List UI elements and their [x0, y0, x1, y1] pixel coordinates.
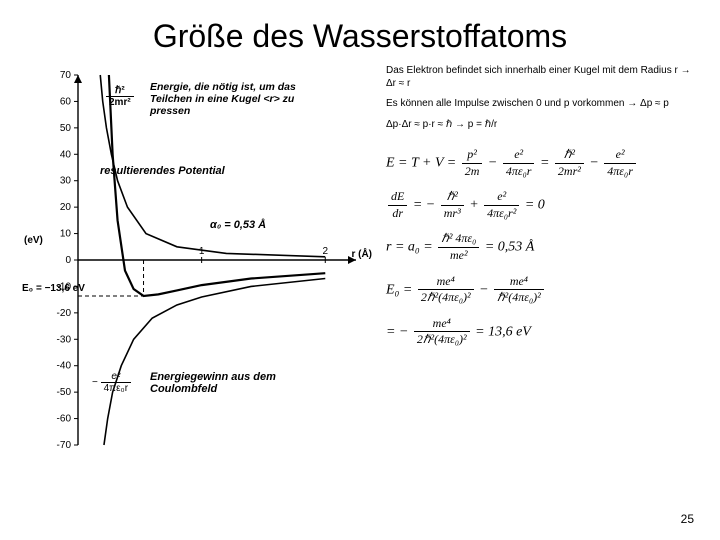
note-3: Δp·Δr ≈ p·r ≈ ℏ → p = ℏ/r: [386, 119, 700, 132]
e0-label: E₀ = −13,6 eV: [22, 283, 85, 294]
svg-text:1: 1: [199, 246, 205, 257]
svg-text:2: 2: [322, 246, 328, 257]
kinetic-label-anno: Energie, die nötig ist, um das Teilchen …: [150, 81, 320, 117]
svg-text:-50: -50: [57, 387, 72, 398]
svg-text:10: 10: [60, 229, 72, 240]
svg-text:30: 30: [60, 176, 72, 187]
result-label-anno: resultierendes Potential: [100, 165, 225, 177]
eq-e0b: = − me⁴2ℏ²(4πε₀)² = 13,6 eV: [386, 316, 700, 348]
eq-energy: E = T + V = p²2m − e²4πε₀r = ℏ²2mr² − e²…: [386, 147, 700, 179]
content-row: -70-60-50-40-30-20-1001020304050607012 (…: [0, 55, 720, 465]
svg-text:20: 20: [60, 202, 72, 213]
svg-text:-60: -60: [57, 414, 72, 425]
svg-text:50: 50: [60, 123, 72, 134]
svg-text:-30: -30: [57, 334, 72, 345]
eq-radius: r = a₀ = ℏ² 4πε₀me² = 0,53 Å: [386, 231, 700, 263]
y-axis-label: (eV): [24, 235, 43, 246]
x-axis-label: r (Å): [351, 249, 372, 260]
svg-text:-20: -20: [57, 308, 72, 319]
note-1: Das Elektron befindet sich innerhalb ein…: [386, 65, 700, 90]
equations-block: E = T + V = p²2m − e²4πε₀r = ℏ²2mr² − e²…: [386, 147, 700, 348]
svg-text:40: 40: [60, 149, 72, 160]
right-panel: Das Elektron befindet sich innerhalb ein…: [380, 65, 700, 465]
energy-chart: -70-60-50-40-30-20-1001020304050607012 (…: [20, 65, 380, 465]
svg-text:-70: -70: [57, 440, 72, 451]
coulomb-label-anno: Energiegewinn aus dem Coulombfeld: [150, 371, 290, 395]
coulomb-formula-anno: − e² 4πε₀r: [92, 371, 131, 394]
note-2: Es können alle Impulse zwischen 0 und p …: [386, 98, 700, 111]
page-title: Größe des Wasserstoffatoms: [0, 0, 720, 55]
svg-text:0: 0: [65, 255, 71, 266]
alpha0-anno: α₀ = 0,53 Å: [210, 219, 266, 231]
chart-svg: -70-60-50-40-30-20-1001020304050607012: [20, 65, 380, 465]
kinetic-formula-anno: ℏ² 2mr²: [106, 85, 134, 108]
svg-text:60: 60: [60, 96, 72, 107]
svg-text:70: 70: [60, 70, 72, 81]
eq-derivative: dEdr = − ℏ²mr³ + e²4πε₀r² = 0: [386, 189, 700, 221]
svg-text:-40: -40: [57, 361, 72, 372]
page-number: 25: [681, 512, 694, 526]
eq-e0a: E₀ = me⁴2ℏ²(4πε₀)² − me⁴ℏ²(4πε₀)²: [386, 274, 700, 306]
